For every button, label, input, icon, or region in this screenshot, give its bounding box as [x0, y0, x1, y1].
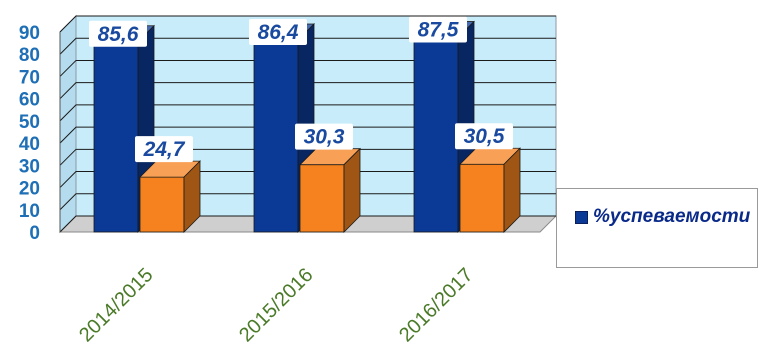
- y-tick-label: 90: [19, 23, 40, 44]
- x-category-label: 2015/2016: [235, 264, 317, 344]
- y-tick-label: 50: [19, 112, 40, 133]
- bar-series-0-front: [253, 39, 299, 233]
- bar-series-1-side: [343, 147, 361, 233]
- data-label-text: 86,4: [258, 21, 299, 44]
- data-label-box: [295, 123, 353, 150]
- bar-series-1-side: [183, 160, 201, 233]
- y-tick-label: 0: [29, 223, 40, 244]
- y-tick-label: 40: [19, 134, 40, 155]
- y-tick-label: 80: [19, 45, 40, 66]
- x-category-label: 2016/2017: [395, 264, 477, 344]
- data-label-box: [135, 136, 193, 163]
- data-label: 85,6: [89, 20, 147, 47]
- data-label: 24,7: [135, 136, 193, 163]
- legend: %успеваемости: [556, 188, 758, 268]
- bar-series-1-front: [459, 163, 505, 233]
- data-label-text: 85,6: [98, 23, 139, 46]
- gridline: [59, 59, 556, 77]
- bar-series-1-side: [503, 147, 521, 233]
- bar-series-1: [139, 160, 201, 233]
- data-label: 87,5: [409, 16, 467, 43]
- bar-series-1-front: [299, 164, 345, 233]
- y-tick-label: 30: [19, 156, 40, 177]
- gridline: [59, 215, 556, 233]
- data-label-box: [455, 123, 513, 150]
- data-label-text: 87,5: [418, 19, 459, 42]
- y-tick-label: 70: [19, 67, 40, 88]
- gridline: [59, 15, 556, 33]
- data-label: 30,3: [295, 123, 353, 150]
- bar-series-0-front: [413, 37, 459, 233]
- data-label: 86,4: [249, 19, 307, 45]
- data-label: 30,5: [455, 123, 513, 150]
- legend-swatch-icon: [575, 211, 588, 224]
- y-tick-label: 10: [19, 201, 40, 222]
- gridline: [59, 148, 556, 166]
- data-label-text: 30,5: [464, 125, 505, 148]
- data-label-text: 30,3: [304, 126, 345, 149]
- data-label-box: [249, 19, 307, 45]
- gridline: [59, 104, 556, 122]
- gridline: [59, 37, 556, 55]
- data-label-text: 24,7: [143, 138, 186, 161]
- gridline: [59, 82, 556, 100]
- data-label-box: [89, 20, 147, 47]
- data-label-box: [409, 16, 467, 43]
- x-category-label: 2014/2015: [75, 264, 157, 344]
- bar-series-1-front: [139, 176, 185, 233]
- bar-series-0-front: [93, 41, 139, 233]
- bar-series-1: [299, 147, 361, 233]
- gridline: [59, 126, 556, 144]
- y-tick-label: 20: [19, 179, 40, 200]
- gridline: [59, 171, 556, 188]
- gridline: [59, 193, 556, 211]
- y-tick-label: 60: [19, 90, 40, 111]
- bar-series-1: [459, 147, 521, 233]
- legend-label: %успеваемости: [593, 206, 751, 227]
- plot-side-wall: [59, 14, 77, 234]
